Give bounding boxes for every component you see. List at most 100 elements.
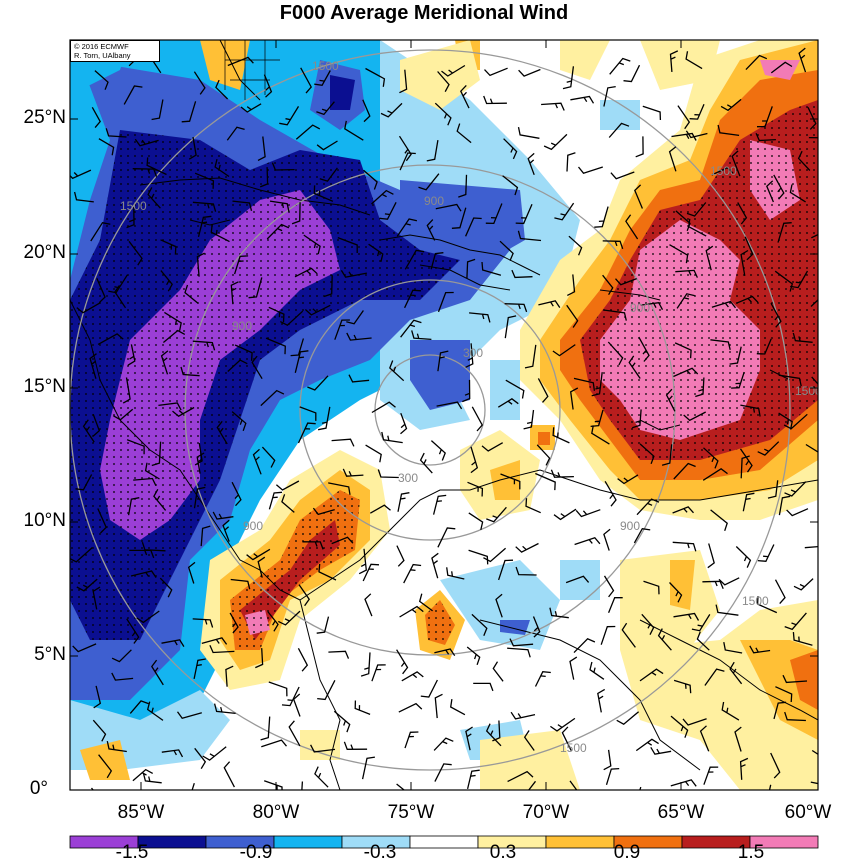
wind-barb: [710, 509, 728, 532]
wind-barb: [774, 270, 794, 292]
wind-barb: [597, 688, 606, 713]
wind-barb: [233, 255, 249, 275]
wind-barb: [403, 563, 422, 584]
wind-barb: [617, 474, 639, 485]
wind-barb: [434, 648, 456, 657]
wind-barb: [635, 136, 644, 158]
wind-barb: [279, 106, 300, 126]
wind-barb: [638, 336, 650, 362]
map-title: F000 Average Meridional Wind: [279, 2, 569, 24]
wind-barb: [255, 648, 264, 669]
wind-barb: [362, 563, 380, 582]
wind-barb: [76, 578, 98, 592]
wind-barb: [176, 711, 202, 719]
wind-barb: [304, 304, 331, 316]
wind-barb: [767, 480, 779, 499]
wind-barb: [114, 285, 127, 309]
wind-barb: [192, 201, 217, 212]
wind-barb: [523, 409, 535, 430]
wind-barb: [437, 527, 456, 548]
map-plot-area: 300 300 900 900 900 900 900 1500 1500 15…: [70, 40, 818, 790]
wind-barb: [401, 671, 424, 682]
wind-barb: [231, 411, 247, 432]
wind-barb: [419, 452, 433, 474]
wind-barb: [717, 124, 740, 137]
wind-barb: [507, 770, 534, 783]
wind-barb: [786, 508, 809, 517]
wind-barb: [194, 747, 207, 770]
wind-barb: [396, 218, 418, 237]
wind-barb: [130, 570, 157, 578]
contour-label: 900: [243, 519, 263, 533]
wind-barb: [396, 545, 405, 567]
wind-barb: [291, 202, 301, 225]
wind-barb: [441, 64, 466, 77]
wind-barb: [371, 401, 396, 414]
wind-barb: [683, 411, 706, 422]
wind-barb: [209, 644, 235, 654]
wind-barb: [573, 638, 596, 654]
wind-barb: [603, 749, 612, 771]
wind-barb: [554, 202, 575, 221]
lat-label: 20°N: [23, 242, 66, 263]
wind-barb: [129, 700, 149, 714]
wind-barb: [462, 379, 471, 403]
wind-barb: [702, 468, 728, 481]
wind-barb: [561, 726, 572, 751]
wind-barb: [430, 252, 444, 270]
wind-barb: [723, 641, 743, 654]
wind-barb: [193, 486, 206, 509]
wind-barb: [607, 596, 623, 614]
wind-barb: [146, 701, 164, 721]
wind-barb: [500, 473, 521, 490]
wind-barb: [766, 180, 774, 203]
wind-barb: [437, 71, 450, 93]
wind-barb: [603, 575, 615, 598]
wind-barb: [127, 497, 140, 516]
colorbar-label: -0.9: [239, 842, 273, 863]
wind-barb: [160, 350, 169, 375]
wind-barb: [399, 605, 424, 618]
wind-barb: [740, 455, 750, 479]
wind-barb: [591, 425, 610, 445]
wind-barb: [371, 189, 394, 205]
wind-barb: [756, 106, 773, 128]
wind-barb: [458, 174, 468, 198]
wind-barb: [657, 628, 672, 651]
wind-barb: [313, 185, 334, 202]
wind-barb: [434, 763, 452, 782]
wind-barb: [721, 701, 740, 721]
wind-barb: [400, 319, 422, 338]
wind-barb: [600, 625, 616, 645]
wind-barb: [610, 171, 635, 180]
wind-barb: [782, 674, 808, 684]
wind-barb: [669, 244, 689, 264]
wind-barb: [146, 157, 167, 176]
wind-barb: [466, 258, 476, 279]
wind-barb: [257, 556, 266, 578]
wind-barb: [328, 482, 351, 495]
wind-barb: [778, 495, 791, 516]
wind-barb: [144, 462, 160, 480]
wind-barb: [317, 406, 331, 431]
wind-barb: [161, 639, 185, 647]
wind-barb: [323, 275, 333, 298]
contour-label: 300: [463, 346, 483, 360]
lon-label: 75°W: [387, 802, 435, 823]
wind-barb: [234, 344, 253, 361]
wind-barb: [299, 406, 317, 421]
wind-barb: [632, 409, 642, 429]
wind-barb: [92, 719, 107, 742]
wind-barb: [268, 306, 285, 323]
wind-barb: [281, 686, 300, 707]
wind-barb: [314, 70, 331, 87]
wind-barb: [316, 101, 335, 116]
wind-barb: [113, 408, 134, 421]
wind-barb: [215, 79, 229, 100]
wind-barb: [729, 661, 743, 685]
wind-barb: [404, 249, 425, 270]
wind-barb: [792, 332, 813, 343]
wind-barb: [675, 269, 698, 278]
wind-barb: [811, 233, 818, 239]
wind-barb: [92, 413, 101, 437]
